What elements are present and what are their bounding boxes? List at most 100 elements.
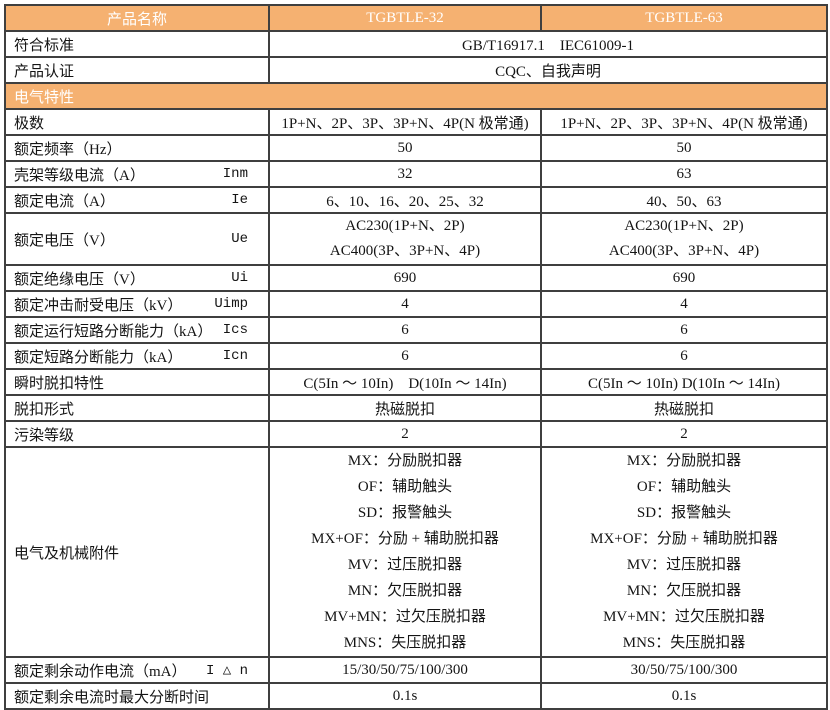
accessory-line: MV：过压脱扣器 [347, 557, 463, 573]
accessory-line: MV+MN：过欠压脱扣器 [603, 609, 765, 625]
accessory-line: OF：辅助触头 [357, 479, 453, 495]
row-residual-current: 额定剩余动作电流（mA） I △ n 15/30/50/75/100/300 3… [4, 656, 828, 684]
standards-label: 符合标准 [4, 30, 270, 58]
residual-current-value-32: 15/30/50/75/100/300 [268, 656, 542, 684]
ics-value-32: 6 [268, 316, 542, 344]
rated-voltage-value-32: AC230(1P+N、2P) AC400(3P、3P+N、4P) [268, 212, 542, 266]
rated-voltage-32-line2: AC400(3P、3P+N、4P) [329, 243, 481, 259]
row-rated-voltage: 额定电压（V） Ue AC230(1P+N、2P) AC400(3P、3P+N、… [4, 212, 828, 266]
icn-symbol: Icn [222, 348, 248, 364]
row-impulse-voltage: 额定冲击耐受电压（kV） Uimp 4 4 [4, 290, 828, 318]
icn-value-32: 6 [268, 342, 542, 370]
poles-value-32: 1P+N、2P、3P、3P+N、4P(N 极常通) [268, 108, 542, 136]
row-icn: 额定短路分断能力（kA） Icn 6 6 [4, 342, 828, 370]
accessory-line: MN：欠压脱扣器 [347, 583, 463, 599]
accessory-line: MNS：失压脱扣器 [622, 635, 746, 651]
certification-label: 产品认证 [4, 56, 270, 84]
accessory-line: MX：分励脱扣器 [347, 453, 463, 469]
row-ics: 额定运行短路分断能力（kA） Ics 6 6 [4, 316, 828, 344]
poles-label: 极数 [4, 108, 270, 136]
header-product-name: 产品名称 [4, 4, 270, 32]
insulation-voltage-value-63: 690 [540, 264, 828, 292]
frequency-label: 额定频率（Hz） [4, 134, 270, 162]
residual-current-symbol: I △ n [205, 662, 248, 679]
pollution-value-63: 2 [540, 420, 828, 448]
accessory-line: OF：辅助触头 [636, 479, 732, 495]
rated-voltage-value-63: AC230(1P+N、2P) AC400(3P、3P+N、4P) [540, 212, 828, 266]
breaking-time-value-32: 0.1s [268, 682, 542, 710]
table-header-row: 产品名称 TGBTLE-32 TGBTLE-63 [4, 4, 828, 32]
accessory-line: MV+MN：过欠压脱扣器 [324, 609, 486, 625]
instant-trip-value-32: C(5In ～ 10In) D(10In ～ 14In) [268, 368, 542, 396]
header-model-tgbtle32: TGBTLE-32 [268, 4, 542, 32]
header-model-tgbtle63: TGBTLE-63 [540, 4, 828, 32]
row-breaking-time: 额定剩余电流时最大分断时间 0.1s 0.1s [4, 682, 828, 710]
trip-type-value-32: 热磁脱扣 [268, 394, 542, 422]
impulse-voltage-label: 额定冲击耐受电压（kV） Uimp [4, 290, 270, 318]
pollution-value-32: 2 [268, 420, 542, 448]
accessory-line: SD：报警触头 [636, 505, 732, 521]
accessory-line: SD：报警触头 [357, 505, 453, 521]
rated-voltage-32-line1: AC230(1P+N、2P) [345, 218, 465, 234]
residual-current-label: 额定剩余动作电流（mA） I △ n [4, 656, 270, 684]
insulation-voltage-value-32: 690 [268, 264, 542, 292]
frame-current-symbol: Inm [222, 166, 248, 182]
rated-voltage-63-line1: AC230(1P+N、2P) [624, 218, 744, 234]
instant-trip-value-63: C(5In ～ 10In) D(10In ～ 14In) [540, 368, 828, 396]
instant-trip-label: 瞬时脱扣特性 [4, 368, 270, 396]
pollution-label: 污染等级 [4, 420, 270, 448]
trip-type-value-63: 热磁脱扣 [540, 394, 828, 422]
trip-type-label: 脱扣形式 [4, 394, 270, 422]
row-frame-current: 壳架等级电流（A） Inm 32 63 [4, 160, 828, 188]
insulation-voltage-symbol: Ui [231, 270, 248, 286]
frame-current-value-32: 32 [268, 160, 542, 188]
row-accessories: 电气及机械附件 MX：分励脱扣器 OF：辅助触头 SD：报警触头 MX+OF：分… [4, 446, 828, 658]
impulse-voltage-value-63: 4 [540, 290, 828, 318]
impulse-voltage-symbol: Uimp [214, 296, 248, 312]
frame-current-value-63: 63 [540, 160, 828, 188]
rated-voltage-label: 额定电压（V） Ue [4, 212, 270, 266]
row-frequency: 额定频率（Hz） 50 50 [4, 134, 828, 162]
breaking-time-value-63: 0.1s [540, 682, 828, 710]
row-poles: 极数 1P+N、2P、3P、3P+N、4P(N 极常通) 1P+N、2P、3P、… [4, 108, 828, 136]
accessories-value-63: MX：分励脱扣器 OF：辅助触头 SD：报警触头 MX+OF：分励 + 辅助脱扣… [540, 446, 828, 658]
row-certification: 产品认证 CQC、自我声明 [4, 56, 828, 84]
ics-label: 额定运行短路分断能力（kA） Ics [4, 316, 270, 344]
accessory-line: MX+OF：分励 + 辅助脱扣器 [311, 531, 499, 547]
accessories-value-32: MX：分励脱扣器 OF：辅助触头 SD：报警触头 MX+OF：分励 + 辅助脱扣… [268, 446, 542, 658]
rated-current-value-63: 40、50、63 [540, 186, 828, 214]
ics-symbol: Ics [222, 322, 248, 338]
rated-voltage-63-line2: AC400(3P、3P+N、4P) [608, 243, 760, 259]
frequency-value-63: 50 [540, 134, 828, 162]
accessory-line: MN：欠压脱扣器 [626, 583, 742, 599]
row-rated-current: 额定电流（A） Ie 6、10、16、20、25、32 40、50、63 [4, 186, 828, 214]
insulation-voltage-label: 额定绝缘电压（V） Ui [4, 264, 270, 292]
poles-value-63: 1P+N、2P、3P、3P+N、4P(N 极常通) [540, 108, 828, 136]
icn-value-63: 6 [540, 342, 828, 370]
rated-current-symbol: Ie [231, 192, 248, 208]
residual-current-value-63: 30/50/75/100/300 [540, 656, 828, 684]
frequency-value-32: 50 [268, 134, 542, 162]
accessory-line: MV：过压脱扣器 [626, 557, 742, 573]
rated-current-label: 额定电流（A） Ie [4, 186, 270, 214]
row-instant-trip: 瞬时脱扣特性 C(5In ～ 10In) D(10In ～ 14In) C(5I… [4, 368, 828, 396]
row-pollution: 污染等级 2 2 [4, 420, 828, 448]
accessory-line: MNS：失压脱扣器 [343, 635, 467, 651]
icn-label: 额定短路分断能力（kA） Icn [4, 342, 270, 370]
rated-voltage-symbol: Ue [231, 231, 248, 247]
row-standards: 符合标准 GB/T16917.1 IEC61009-1 [4, 30, 828, 58]
accessory-line: MX：分励脱扣器 [626, 453, 742, 469]
ics-value-63: 6 [540, 316, 828, 344]
row-insulation-voltage: 额定绝缘电压（V） Ui 690 690 [4, 264, 828, 292]
certification-value: CQC、自我声明 [268, 56, 828, 84]
section-electrical-label: 电气特性 [4, 82, 828, 110]
standards-value: GB/T16917.1 IEC61009-1 [268, 30, 828, 58]
impulse-voltage-value-32: 4 [268, 290, 542, 318]
breaking-time-label: 额定剩余电流时最大分断时间 [4, 682, 270, 710]
spec-table: 产品名称 TGBTLE-32 TGBTLE-63 符合标准 GB/T16917.… [4, 4, 828, 710]
accessories-label: 电气及机械附件 [4, 446, 270, 658]
section-electrical-characteristics: 电气特性 [4, 82, 828, 110]
rated-current-value-32: 6、10、16、20、25、32 [268, 186, 542, 214]
frame-current-label: 壳架等级电流（A） Inm [4, 160, 270, 188]
